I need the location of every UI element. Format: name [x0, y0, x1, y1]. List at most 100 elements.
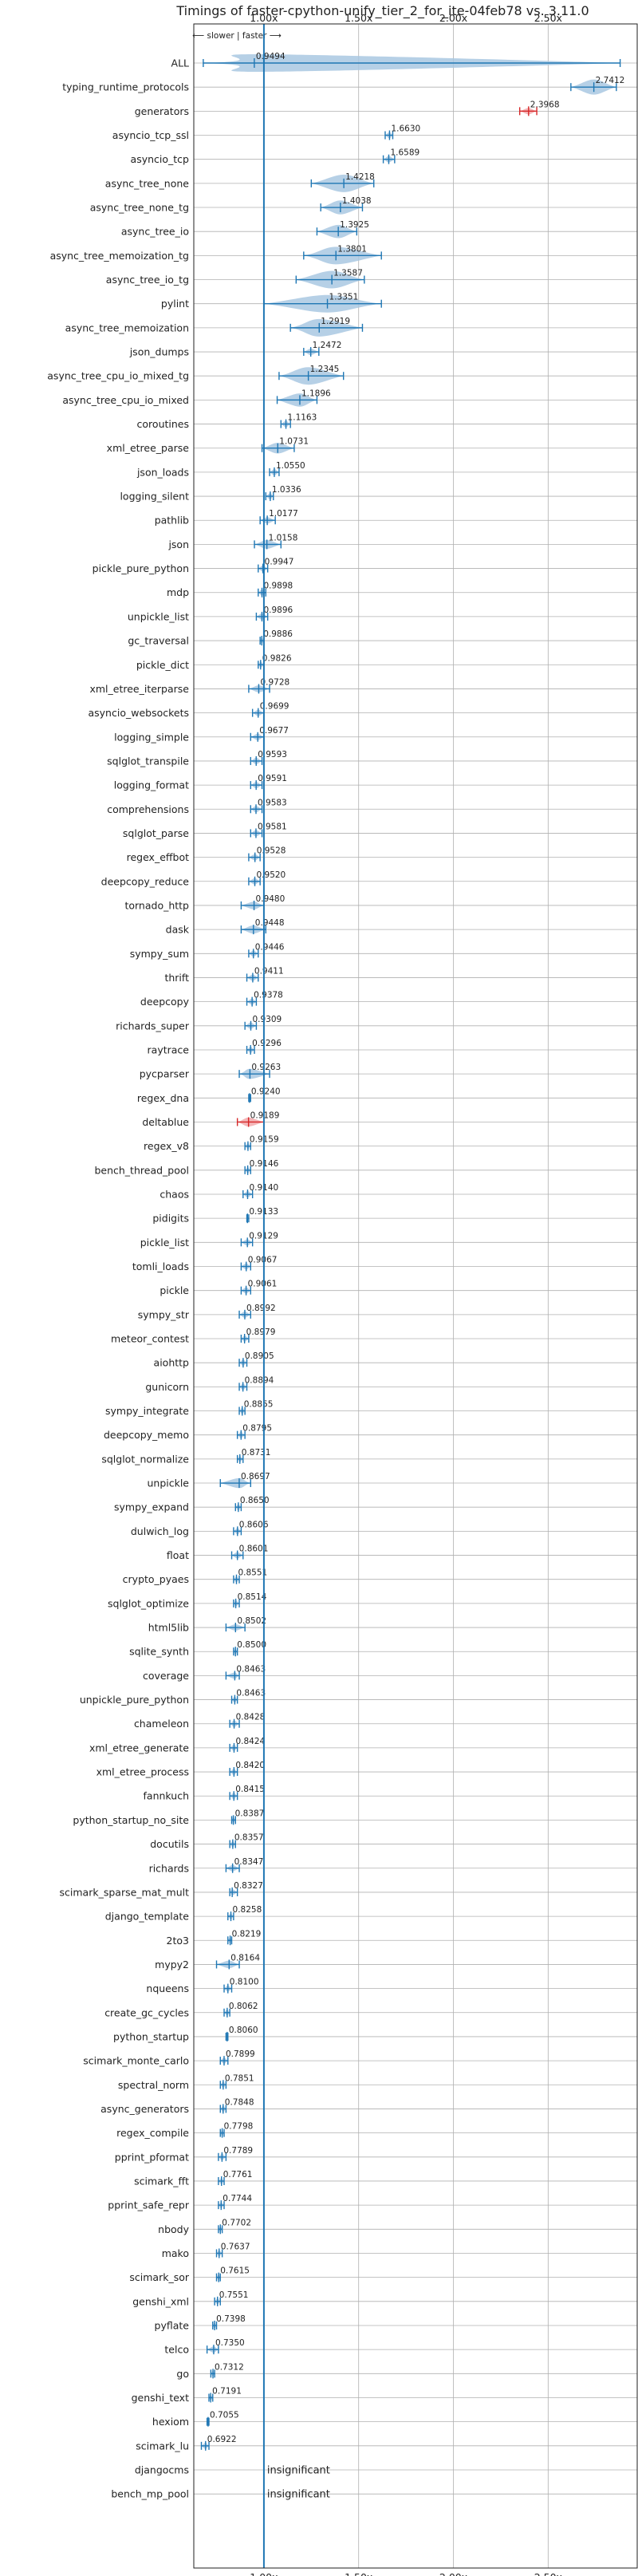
benchmark-label: richards_super: [116, 1020, 190, 1032]
benchmark-label: go: [176, 2368, 189, 2380]
value-label: 0.9581: [258, 822, 287, 831]
x-tick-label-bottom: 1.50x: [345, 2571, 372, 2576]
value-label: 0.8992: [246, 1304, 276, 1313]
value-label: 0.9240: [251, 1087, 281, 1096]
value-label: 0.8502: [237, 1616, 266, 1626]
benchmark-label: docutils: [150, 1838, 189, 1850]
value-label: 0.9826: [262, 653, 292, 663]
benchmark-label: sqlglot_optimize: [108, 1597, 189, 1609]
value-label: 1.2919: [321, 317, 350, 326]
benchmark-label: regex_v8: [144, 1140, 189, 1152]
benchmark-label: mdp: [167, 586, 189, 598]
benchmark-label: bench_thread_pool: [94, 1164, 189, 1176]
benchmark-label: sympy_integrate: [105, 1405, 189, 1417]
benchmark-label: chaos: [160, 1188, 189, 1200]
value-label: 0.7312: [215, 2362, 244, 2372]
value-label: 0.8905: [245, 1351, 274, 1361]
benchmark-label: coroutines: [137, 418, 189, 430]
benchmark-label: create_gc_cycles: [104, 2006, 189, 2018]
chart-title: Timings of faster-cpython-unify_tier_2_f…: [175, 3, 589, 19]
value-label: 0.8357: [234, 1833, 264, 1843]
benchmark-label: async_tree_none_tg: [90, 202, 189, 214]
benchmark-label: richards: [149, 1862, 189, 1874]
benchmark-label: pickle: [160, 1284, 189, 1296]
benchmark-label: xml_etree_generate: [89, 1742, 189, 1753]
value-label: 0.8219: [232, 1929, 262, 1939]
benchmark-label: sqlglot_parse: [123, 827, 189, 839]
value-label: 0.9309: [252, 1015, 282, 1024]
value-label: 0.8463: [236, 1689, 266, 1698]
value-label: 0.8500: [237, 1640, 266, 1650]
value-label: 0.7702: [222, 2218, 251, 2227]
benchmark-label: scimark_fft: [134, 2175, 189, 2187]
value-label: 0.8164: [230, 1953, 260, 1963]
value-label: 1.2472: [313, 341, 342, 350]
benchmark-label: comprehensions: [107, 803, 189, 815]
value-label: 0.9061: [248, 1280, 278, 1289]
value-label: 1.2345: [310, 365, 340, 374]
value-label: 0.8258: [233, 1905, 262, 1915]
value-label: 1.3587: [333, 269, 363, 278]
benchmark-label: async_tree_none: [105, 177, 190, 189]
benchmark-label: mypy2: [155, 1959, 189, 1970]
benchmark-label: sympy_sum: [130, 948, 189, 960]
value-label: 0.7551: [219, 2290, 249, 2300]
value-label: 0.8979: [246, 1327, 276, 1337]
benchmark-label: logging_format: [114, 779, 189, 791]
value-label: 0.9591: [258, 774, 287, 783]
value-label: 1.0177: [269, 509, 298, 519]
benchmark-label: gc_traversal: [128, 635, 189, 647]
benchmark-label: async_generators: [100, 2103, 189, 2115]
value-label: 0.8420: [235, 1761, 265, 1770]
benchmark-label: pycparser: [140, 1068, 190, 1080]
direction-note: ⟵ slower | faster ⟶: [192, 31, 282, 41]
value-label: 0.7744: [223, 2194, 252, 2203]
value-label: 0.9947: [265, 558, 294, 567]
benchmark-label: genshi_xml: [132, 2295, 189, 2307]
benchmark-label: ALL: [171, 57, 190, 69]
value-label: 0.9067: [248, 1256, 278, 1265]
benchmark-label: hexiom: [152, 2416, 189, 2428]
benchmark-label: scimark_monte_carlo: [83, 2055, 189, 2067]
value-label: 0.9677: [259, 726, 289, 736]
value-label: 0.9583: [258, 798, 287, 807]
value-label: 0.9896: [263, 606, 293, 615]
value-label: 0.9699: [260, 702, 289, 712]
benchmark-label: pathlib: [155, 515, 189, 527]
value-label: 1.0550: [276, 461, 305, 471]
value-label: 0.8415: [235, 1785, 265, 1794]
value-label: 0.9886: [263, 629, 293, 639]
value-label: 1.1896: [301, 389, 331, 398]
benchmark-label: dulwich_log: [131, 1525, 189, 1537]
benchmark-label: scimark_sor: [129, 2271, 189, 2283]
benchmark-label: asyncio_websockets: [88, 707, 189, 719]
value-label: 0.9263: [251, 1063, 281, 1072]
value-label: 0.7851: [225, 2073, 254, 2083]
benchmark-label: json_dumps: [129, 346, 189, 358]
value-label: 0.7761: [223, 2170, 253, 2180]
value-label: 0.8424: [235, 1737, 265, 1746]
benchmark-label: regex_effbot: [127, 851, 189, 863]
benchmark-label: deltablue: [142, 1116, 189, 1128]
value-label: 0.9446: [255, 942, 285, 952]
value-label: 0.8387: [235, 1809, 265, 1818]
value-label: 1.6630: [391, 124, 420, 134]
plot-marks: 0.9494 2.7412 2.3968 1.6630 1.6589 1.4218 1.40…: [200, 24, 624, 2568]
benchmark-label: async_tree_memoization_tg: [50, 250, 189, 262]
benchmark-label: meteor_contest: [111, 1333, 189, 1345]
benchmark-label: python_startup_no_site: [73, 1814, 189, 1826]
plot-frame: [193, 23, 638, 2569]
benchmark-label: logging_silent: [120, 491, 189, 503]
value-label: 0.7615: [220, 2266, 250, 2276]
value-label: 0.8551: [238, 1568, 267, 1578]
value-label: 0.8894: [245, 1375, 274, 1385]
benchmark-label: scimark_sparse_mat_mult: [60, 1886, 190, 1898]
value-label: 0.9898: [263, 582, 293, 591]
benchmark-label: pyflate: [155, 2319, 190, 2331]
benchmark-label: djangocms: [135, 2464, 189, 2476]
benchmark-label: gunicorn: [145, 1381, 189, 1393]
x-tick-label-top: 1.50x: [345, 12, 372, 24]
benchmark-label: html5lib: [148, 1622, 189, 1634]
x-tick-label-top: 2.00x: [439, 12, 467, 24]
